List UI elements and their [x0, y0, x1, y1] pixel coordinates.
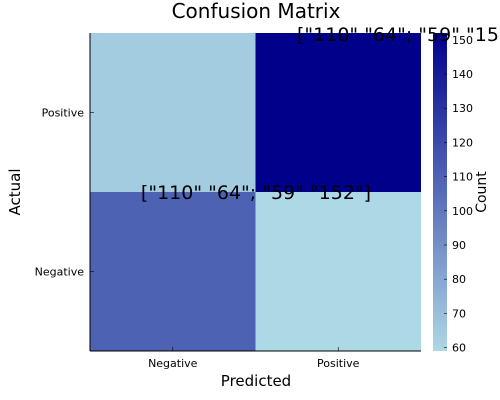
colorbar-tick-label: 120 [452, 136, 473, 149]
y-tick-label: Positive [42, 107, 85, 120]
colorbar-tick-label: 60 [452, 342, 466, 355]
x-axis-label: Predicted [221, 372, 291, 390]
y-axis-ticks: Positive Negative [35, 107, 94, 279]
heatmap-cell [256, 33, 422, 192]
heatmap-annotation: ["110" "64"; "59" "152"] [297, 24, 500, 46]
colorbar-tick-label: 110 [452, 171, 473, 184]
x-tick-label: Positive [317, 357, 360, 370]
chart-title: Confusion Matrix [172, 0, 341, 23]
heatmap-cell [256, 192, 422, 351]
y-tick-label: Negative [35, 266, 85, 279]
colorbar-tick-label: 130 [452, 102, 473, 115]
colorbar-tick-label: 80 [452, 273, 466, 286]
colorbar-tick-label: 140 [452, 68, 473, 81]
colorbar-bar [433, 33, 447, 351]
heatmap-cell [90, 33, 256, 192]
heatmap-cell [90, 192, 256, 351]
colorbar-label: Count [474, 171, 490, 213]
colorbar-tick-label: 90 [452, 239, 466, 252]
colorbar-tick-label: 100 [452, 205, 473, 218]
y-axis-label: Actual [6, 169, 24, 216]
colorbar-tick-label: 70 [452, 307, 466, 320]
x-tick-label: Negative [148, 357, 198, 370]
heatmap-annotation: ["110" "64"; "59" "152"] [141, 182, 371, 204]
